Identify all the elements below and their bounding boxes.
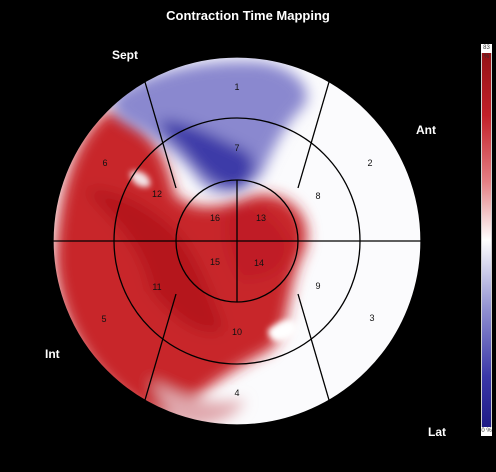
segment-5-label: 5 <box>101 314 106 324</box>
wall-label-anterior: Ant <box>416 123 436 137</box>
segment-10-label: 10 <box>232 327 242 337</box>
segment-6-label: 6 <box>102 158 107 168</box>
segment-9-label: 9 <box>315 281 320 291</box>
segment-16-label: 16 <box>210 213 220 223</box>
segment-3-label: 3 <box>369 313 374 323</box>
segment-grid <box>52 56 422 426</box>
color-scale-bar <box>481 44 492 436</box>
figure-title: Contraction Time Mapping <box>166 8 330 23</box>
segment-11-label: 11 <box>152 282 161 292</box>
segment-14-label: 14 <box>254 258 264 268</box>
color-scale-min-label: 0 % <box>481 427 492 436</box>
color-map <box>53 57 421 425</box>
segment-13-label: 13 <box>256 213 266 223</box>
segment-8-label: 8 <box>315 191 320 201</box>
segment-4-label: 4 <box>234 388 239 398</box>
wall-label-inferior: Int <box>45 347 60 361</box>
segment-7-label: 7 <box>234 143 239 153</box>
segment-2-label: 2 <box>367 158 372 168</box>
segment-15-label: 15 <box>210 257 220 267</box>
wall-label-lateral: Lat <box>428 425 446 439</box>
segment-12-label: 12 <box>152 189 162 199</box>
segment-1-label: 1 <box>234 82 239 92</box>
color-scale-max-label: 83 % <box>481 44 492 60</box>
wall-label-septal: Sept <box>112 48 139 62</box>
segment-labels: 1 2 3 4 5 6 7 8 9 10 11 12 13 14 15 16 <box>101 82 374 398</box>
